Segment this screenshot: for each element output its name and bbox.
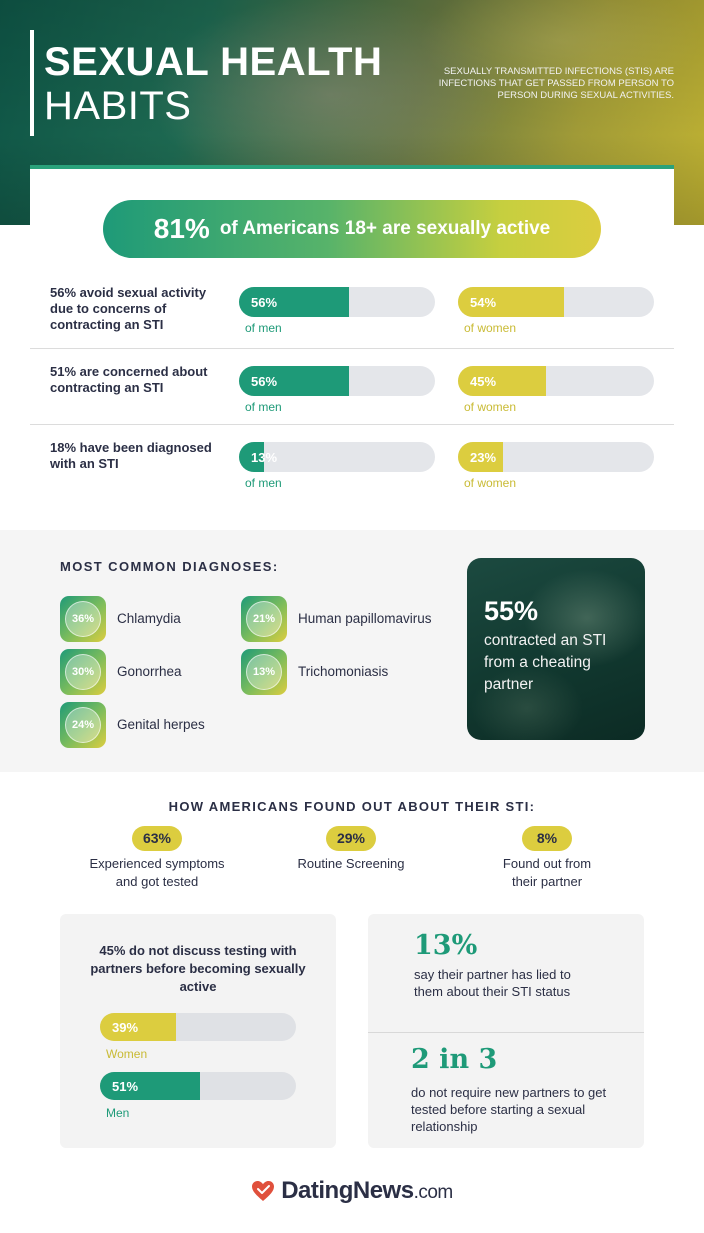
sexually-active-banner: 81% of Americans 18+ are sexually active: [103, 200, 601, 258]
found-out-percent: 29%: [326, 826, 376, 851]
bar-track-women: 54%: [458, 287, 654, 317]
diagnosis-name: Genital herpes: [117, 717, 205, 732]
diagnosis-item: 36% Chlamydia: [60, 596, 270, 642]
partner-stats-card: 13% say their partner has lied to them a…: [368, 914, 644, 1148]
cheating-percent: 55%: [484, 596, 539, 626]
bar-fill-women: [458, 442, 504, 472]
discuss-bar-value-men: 51%: [112, 1079, 139, 1094]
bar-fill-men: [239, 287, 349, 317]
bar-caption-men: of men: [245, 400, 282, 414]
discuss-bar-fill-men: [100, 1072, 200, 1100]
diagnosis-name: Trichomoniasis: [298, 664, 389, 679]
found-out-item: 29% Routine Screening: [251, 826, 451, 873]
found-out-pill-wrap: 8%: [447, 826, 647, 851]
diagnosis-percent-badge: 13%: [241, 649, 287, 695]
diagnosis-item: 30% Gonorrhea: [60, 649, 270, 695]
bar-fill-women: [458, 366, 547, 396]
found-out-label: Experienced symptoms and got tested: [89, 856, 225, 889]
bar-track-men: 13%: [239, 442, 435, 472]
found-out-pill-wrap: 29%: [251, 826, 451, 851]
stat-label: 56% avoid sexual activity due to concern…: [50, 285, 207, 332]
bar-track-women: 23%: [458, 442, 654, 472]
cheating-text: contracted an STI from a cheating partne…: [484, 632, 607, 693]
found-out-label: Routine Screening: [297, 856, 405, 871]
found-out-percent: 8%: [522, 826, 572, 851]
cheating-partner-card: 55% contracted an STI from a cheating pa…: [467, 558, 645, 740]
found-out-heading: HOW AMERICANS FOUND OUT ABOUT THEIR STI:: [168, 799, 536, 814]
stat-label: 18% have been diagnosed with an STI: [50, 440, 212, 471]
bar-value-women: 54%: [470, 295, 497, 310]
found-out-label: Found out from their partner: [502, 856, 592, 889]
diagnosis-percent-badge: 21%: [241, 596, 287, 642]
discuss-bar-value-women: 39%: [112, 1020, 139, 1035]
discuss-bar-caption-men: Men: [106, 1106, 130, 1120]
diagnosis-percent: 24%: [65, 707, 101, 743]
bar-value-men: 56%: [251, 295, 278, 310]
found-out-pill-wrap: 63%: [57, 826, 257, 851]
page-subtitle: HABITS: [44, 84, 192, 128]
diagnosis-percent-badge: 30%: [60, 649, 106, 695]
discuss-bar-fill-women: [100, 1013, 177, 1041]
discuss-bar-caption-women: Women: [106, 1047, 148, 1061]
require-text: do not require new partners to get teste…: [411, 1085, 607, 1134]
stat-label: 51% are concerned about contracting an S…: [50, 364, 208, 395]
heart-icon: [252, 1181, 275, 1201]
diagnosis-percent-badge: 36%: [60, 596, 106, 642]
bar-fill-men: [239, 442, 265, 472]
bar-caption-women: of women: [464, 476, 517, 490]
title-accent-bar: [30, 30, 34, 136]
diagnoses-heading: MOST COMMON DIAGNOSES:: [60, 559, 279, 574]
bar-fill-men: [239, 366, 349, 396]
require-number: 2 in 3: [411, 1044, 498, 1075]
bar-value-women: 23%: [470, 450, 497, 465]
diagnosis-name: Chlamydia: [117, 611, 181, 626]
stat-row: 56% avoid sexual activity due to concern…: [30, 285, 674, 349]
diagnosis-percent-badge: 24%: [60, 702, 106, 748]
logo-name-text: DatingNews: [281, 1177, 414, 1204]
diagnosis-percent: 21%: [246, 601, 282, 637]
page-title: SEXUAL HEALTH: [44, 40, 383, 84]
bar-fill-women: [458, 287, 564, 317]
stat-row: 18% have been diagnosed with an STI 13% of…: [30, 440, 674, 500]
logo-suffix: .com: [413, 1182, 454, 1203]
card-divider: [368, 1032, 644, 1033]
diagnosis-percent: 13%: [246, 654, 282, 690]
bar-track-men: 56%: [239, 366, 435, 396]
bar-caption-men: of men: [245, 321, 282, 335]
diagnosis-item: 21% Human papillomavirus: [241, 596, 451, 642]
discuss-bar-track-men: 51%: [100, 1072, 296, 1100]
logo-name: DatingNews.com: [281, 1177, 453, 1205]
bar-caption-women: of women: [464, 321, 517, 335]
diagnosis-name: Gonorrhea: [117, 664, 182, 679]
bar-track-women: 45%: [458, 366, 654, 396]
diagnosis-percent: 36%: [65, 601, 101, 637]
bar-caption-men: of men: [245, 476, 282, 490]
header-description: SEXUALLY TRANSMITTED INFECTIONS (STIS) A…: [438, 66, 674, 101]
stat-row: 51% are concerned about contracting an S…: [30, 364, 674, 425]
banner-percent: 81%: [153, 213, 210, 244]
diagnosis-name: Human papillomavirus: [298, 611, 432, 626]
diagnoses-section: MOST COMMON DIAGNOSES: 36% Chlamydia 30% Go…: [0, 530, 704, 772]
discuss-testing-text: 45% do not discuss testing with partners…: [90, 943, 306, 994]
bar-value-men: 13%: [251, 450, 278, 465]
datingnews-logo[interactable]: DatingNews.com: [0, 1176, 704, 1206]
diagnosis-item: 13% Trichomoniasis: [241, 649, 451, 695]
discuss-bar-track-women: 39%: [100, 1013, 296, 1041]
bar-value-men: 56%: [251, 374, 278, 389]
found-out-percent: 63%: [132, 826, 182, 851]
discuss-testing-card: 45% do not discuss testing with partners…: [60, 914, 336, 1148]
bar-track-men: 56%: [239, 287, 435, 317]
diagnosis-item: 24% Genital herpes: [60, 702, 270, 748]
header-hero: SEXUAL HEALTH HABITS SEXUALLY TRANSMITTE…: [0, 0, 704, 225]
found-out-item: 63% Experienced symptoms and got tested: [57, 826, 257, 891]
lied-text: say their partner has lied to them about…: [414, 967, 571, 999]
bar-value-women: 45%: [470, 374, 497, 389]
lied-number: 13%: [414, 930, 478, 961]
banner-text: of Americans 18+ are sexually active: [219, 218, 551, 239]
found-out-item: 8% Found out from their partner: [447, 826, 647, 891]
diagnosis-percent: 30%: [65, 654, 101, 690]
bar-caption-women: of women: [464, 400, 517, 414]
